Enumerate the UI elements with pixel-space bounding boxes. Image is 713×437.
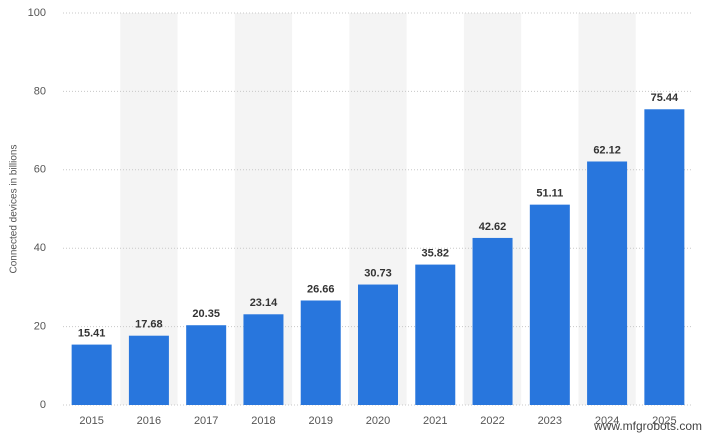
value-label: 20.35 [192, 308, 220, 320]
y-tick-label: 40 [34, 242, 46, 254]
bar [587, 161, 628, 405]
value-label: 23.14 [250, 297, 278, 309]
value-label: 51.11 [536, 188, 563, 200]
x-tick-label: 2025 [652, 415, 676, 427]
x-tick-label: 2016 [137, 415, 161, 427]
bar [128, 335, 169, 405]
value-label: 17.68 [135, 319, 163, 331]
y-tick-label: 0 [40, 399, 46, 411]
bar [415, 264, 456, 405]
y-tick-label: 20 [34, 321, 46, 333]
value-label: 42.62 [479, 221, 507, 233]
x-tick-label: 2021 [423, 415, 447, 427]
x-tick-label: 2022 [480, 415, 504, 427]
value-label: 62.12 [593, 144, 621, 156]
bar [243, 314, 284, 405]
bar [186, 325, 227, 405]
y-axis-label: Connected devices in billions [9, 145, 20, 274]
x-tick-label: 2018 [251, 415, 275, 427]
value-label: 35.82 [422, 247, 450, 259]
x-tick-label: 2023 [538, 415, 562, 427]
bar [529, 204, 570, 405]
watermark: www.mfgrobots.com [593, 419, 702, 433]
y-tick-label: 60 [34, 164, 46, 176]
y-tick-label: 80 [34, 85, 46, 97]
bar [71, 344, 112, 405]
value-label: 75.44 [651, 92, 679, 104]
value-label: 15.41 [78, 327, 106, 339]
x-tick-label: 2020 [366, 415, 390, 427]
bar [300, 300, 341, 405]
bar [644, 109, 685, 405]
x-tick-label: 2024 [595, 415, 619, 427]
x-tick-label: 2015 [79, 415, 103, 427]
x-tick-label: 2019 [308, 415, 332, 427]
value-label: 30.73 [364, 267, 392, 279]
value-label: 26.66 [307, 283, 335, 295]
bar [358, 284, 398, 405]
x-tick-label: 2017 [194, 415, 218, 427]
bar [472, 237, 513, 405]
y-tick-label: 100 [28, 7, 46, 19]
